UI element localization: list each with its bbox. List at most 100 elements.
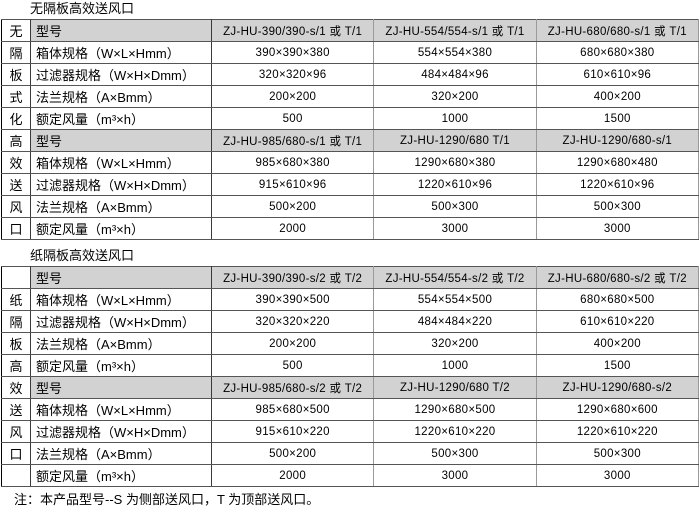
table-row: 口 额定风量（m³×h） 2000 3000 3000 — [1, 217, 700, 240]
table-row: 隔 过滤器规格（W×H×Dmm） 320×320×220 484×484×220… — [1, 310, 700, 333]
row-label: 额定风量（m³×h） — [30, 354, 212, 377]
data-cell: 484×484×96 — [373, 63, 537, 86]
data-cell: 1290×680×500 — [373, 398, 537, 421]
data-cell: 1000 — [373, 107, 537, 130]
data-cell: 320×320×220 — [210, 310, 375, 333]
table-row: 风 过滤器规格（W×H×Dmm） 915×610×220 1220×610×22… — [1, 420, 700, 443]
row-label: 法兰规格（A×Bmm） — [30, 85, 212, 108]
table-row: 送 箱体规格（W×L×Hmm） 985×680×500 1290×680×500… — [1, 398, 700, 421]
data-cell: 500×300 — [535, 442, 700, 465]
row-label: 型号 — [30, 19, 212, 42]
table-2-title: 纸隔板高效送风口 — [30, 248, 135, 263]
spec-table-1: 无 型号 ZJ-HU-390/390-s/1 或 T/1 ZJ-HU-554/5… — [1, 19, 700, 240]
data-cell: 554×554×500 — [373, 288, 537, 311]
vertical-label-char: 高 — [1, 354, 31, 377]
data-cell: 1220×610×220 — [373, 420, 537, 443]
vertical-label-char: 纸 — [1, 288, 31, 311]
data-cell: 500×300 — [535, 195, 700, 218]
model-header-cell: ZJ-HU-1290/680 T/2 — [373, 376, 537, 399]
data-cell: 1220×610×96 — [535, 173, 700, 196]
row-label: 额定风量（m³×h） — [30, 217, 212, 240]
row-label: 型号 — [30, 266, 212, 289]
vertical-label-char: 化 — [1, 107, 31, 130]
data-cell: 500 — [210, 107, 375, 130]
data-cell: 390×390×380 — [210, 41, 375, 64]
model-header-cell: ZJ-HU-985/680-s/1 或 T/1 — [210, 129, 375, 152]
vertical-label-char: 送 — [1, 173, 31, 196]
vertical-label-char: 板 — [1, 332, 31, 355]
vertical-label-char: 效 — [1, 376, 31, 399]
table-row: 效 箱体规格（W×L×Hmm） 985×680×380 1290×680×380… — [1, 151, 700, 174]
model-header-cell: ZJ-HU-1290/680-s/1 — [535, 129, 700, 152]
data-cell: 500×200 — [210, 442, 375, 465]
table-row: 板 法兰规格（A×Bmm） 200×200 320×200 400×200 — [1, 332, 700, 355]
model-header-cell: ZJ-HU-680/680-s/1 或 T/1 — [535, 19, 700, 42]
vertical-label-char: 式 — [1, 85, 31, 108]
table-row: 高 额定风量（m³×h） 500 1000 1500 — [1, 354, 700, 377]
data-cell: 320×200 — [373, 85, 537, 108]
spec-table-2: 型号 ZJ-HU-390/390-s/2 或 T/2 ZJ-HU-554/554… — [1, 266, 700, 487]
row-label: 型号 — [30, 129, 212, 152]
data-cell: 500×300 — [373, 442, 537, 465]
row-label: 箱体规格（W×L×Hmm） — [30, 398, 212, 421]
row-label: 箱体规格（W×L×Hmm） — [30, 41, 212, 64]
data-cell: 1220×610×96 — [373, 173, 537, 196]
vertical-label-char: 风 — [1, 195, 31, 218]
data-cell: 985×680×500 — [210, 398, 375, 421]
footnote: 注：本产品型号--S 为侧部送风口，T 为顶部送风口。 — [14, 492, 320, 507]
data-cell: 1000 — [373, 354, 537, 377]
table-gap — [0, 240, 700, 247]
model-header-cell: ZJ-HU-1290/680-s/2 — [535, 376, 700, 399]
vertical-label-char: 效 — [1, 151, 31, 174]
data-cell: 500 — [210, 354, 375, 377]
vertical-label-char — [1, 464, 31, 487]
row-label: 箱体规格（W×L×Hmm） — [30, 151, 212, 174]
row-label: 法兰规格（A×Bmm） — [30, 195, 212, 218]
data-cell: 1290×680×480 — [535, 151, 700, 174]
data-cell: 200×200 — [210, 85, 375, 108]
vertical-label-char: 风 — [1, 420, 31, 443]
vertical-label-char — [1, 266, 31, 289]
table-row: 额定风量（m³×h） 2000 3000 3000 — [1, 464, 700, 487]
table-row: 风 法兰规格（A×Bmm） 500×200 500×300 500×300 — [1, 195, 700, 218]
data-cell: 3000 — [535, 217, 700, 240]
data-cell: 484×484×220 — [373, 310, 537, 333]
row-label: 过滤器规格（W×H×Dmm） — [30, 420, 212, 443]
data-cell: 390×390×500 — [210, 288, 375, 311]
data-cell: 1290×680×380 — [373, 151, 537, 174]
data-cell: 1500 — [535, 107, 700, 130]
data-cell: 3000 — [373, 464, 537, 487]
model-header-cell: ZJ-HU-1290/680 T/1 — [373, 129, 537, 152]
vertical-label-char: 板 — [1, 63, 31, 86]
data-cell: 1220×610×220 — [535, 420, 700, 443]
data-cell: 680×680×500 — [535, 288, 700, 311]
row-label: 法兰规格（A×Bmm） — [30, 332, 212, 355]
data-cell: 680×680×380 — [535, 41, 700, 64]
data-cell: 610×610×220 — [535, 310, 700, 333]
data-cell: 320×200 — [373, 332, 537, 355]
row-label: 过滤器规格（W×H×Dmm） — [30, 310, 212, 333]
data-cell: 500×200 — [210, 195, 375, 218]
table-1-title: 无隔板高效送风口 — [30, 1, 135, 16]
data-cell: 400×200 — [535, 85, 700, 108]
data-cell: 320×320×96 — [210, 63, 375, 86]
vertical-label-char: 口 — [1, 442, 31, 465]
data-cell: 1500 — [535, 354, 700, 377]
data-cell: 3000 — [373, 217, 537, 240]
table-row: 效 型号 ZJ-HU-985/680-s/2 或 T/2 ZJ-HU-1290/… — [1, 376, 700, 399]
data-cell: 985×680×380 — [210, 151, 375, 174]
row-label: 过滤器规格（W×H×Dmm） — [30, 63, 212, 86]
row-label: 额定风量（m³×h） — [30, 464, 212, 487]
table-row: 板 过滤器规格（W×H×Dmm） 320×320×96 484×484×96 6… — [1, 63, 700, 86]
table-row: 化 额定风量（m³×h） 500 1000 1500 — [1, 107, 700, 130]
table-row: 口 法兰规格（A×Bmm） 500×200 500×300 500×300 — [1, 442, 700, 465]
vertical-label-char: 高 — [1, 129, 31, 152]
row-label: 法兰规格（A×Bmm） — [30, 442, 212, 465]
row-label: 箱体规格（W×L×Hmm） — [30, 288, 212, 311]
model-header-cell: ZJ-HU-554/554-s/2 或 T/2 — [373, 266, 537, 289]
data-cell: 200×200 — [210, 332, 375, 355]
table-row: 纸 箱体规格（W×L×Hmm） 390×390×500 554×554×500 … — [1, 288, 700, 311]
model-header-cell: ZJ-HU-680/680-s/2 或 T/2 — [535, 266, 700, 289]
table-row: 无 型号 ZJ-HU-390/390-s/1 或 T/1 ZJ-HU-554/5… — [1, 19, 700, 42]
